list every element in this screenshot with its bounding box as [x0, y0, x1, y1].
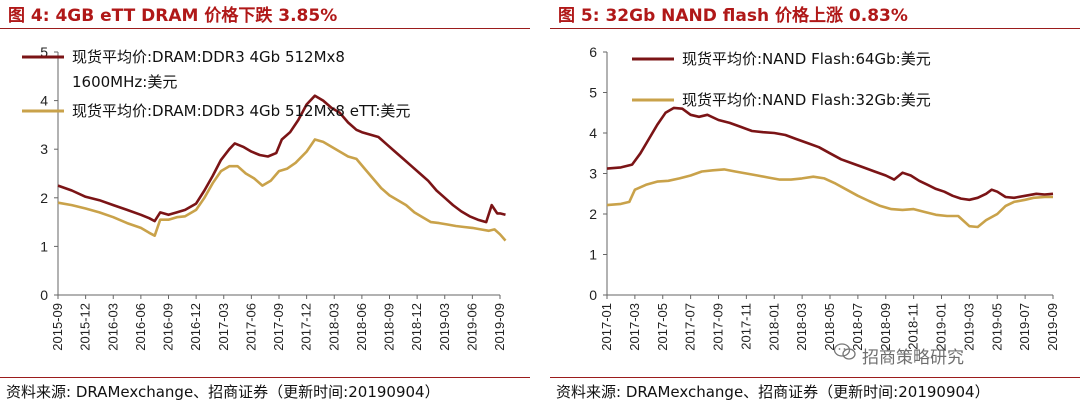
y-tick-label: 0: [40, 287, 48, 303]
x-tick-label: 2017-01: [599, 303, 614, 351]
figure-5-panel: 图 5: 32Gb NAND flash 价格上涨 0.83% 0 1 2 3 4 5 6 2…: [550, 0, 1080, 407]
x-tick-label: 2019-09: [1045, 303, 1060, 351]
x-tick-label: 2018-07: [850, 303, 865, 351]
y-tick-label: 1: [589, 247, 597, 263]
series-line-2: [57, 138, 507, 242]
x-tick-label: 2018-03: [326, 303, 341, 351]
x-tick-label: 2016-12: [188, 303, 203, 351]
y-tick-label: 2: [589, 206, 597, 222]
x-tick-label: 2015-12: [78, 303, 93, 351]
x-tick-label: 2016-03: [105, 303, 120, 351]
figure-4-source: 资料来源: DRAMexchange、招商证券（更新时间:20190904）: [6, 383, 440, 401]
x-tick-label: 2017-05: [655, 303, 670, 351]
x-tick-label: 2018-09: [382, 303, 397, 351]
x-tick-label: 2019-06: [464, 303, 479, 351]
legend-label-1-cont: 1600MHz:美元: [72, 73, 177, 91]
title-divider: [0, 28, 530, 29]
x-tick-label: 2018-06: [354, 303, 369, 351]
x-tick-label: 2019-07: [1017, 303, 1032, 351]
x-tick-label: 2017-03: [627, 303, 642, 351]
y-tick-label: 1: [40, 238, 48, 254]
wechat-icon: [834, 343, 856, 360]
series-line-1: [57, 94, 506, 224]
x-tick-label: 2017-03: [216, 303, 231, 351]
x-tick-label: 2017-06: [243, 303, 258, 351]
x-tick-label: 2019-09: [492, 303, 507, 351]
x-tick-label: 2018-01: [766, 303, 781, 351]
x-tick-label: 2018-09: [878, 303, 893, 351]
x-tick-label: 2016-06: [133, 303, 148, 351]
title-divider: [550, 28, 1080, 29]
legend-label-2: 现货平均价:DRAM:DDR3 4Gb 512Mx8 eTT:美元: [72, 102, 410, 120]
x-tick-label: 2017-09: [271, 303, 286, 351]
x-tick-label: 2018-12: [409, 303, 424, 351]
y-tick-label: 3: [589, 166, 597, 182]
source-divider: [0, 377, 530, 378]
y-tick-label: 5: [589, 85, 597, 101]
x-tick-label: 2017-11: [738, 303, 753, 350]
y-tick-label: 4: [40, 93, 48, 109]
x-tick-label: 2019-01: [934, 303, 949, 351]
x-tick-label: 2018-03: [794, 303, 809, 351]
y-tick-label: 4: [589, 125, 597, 141]
x-tick-label: 2019-05: [989, 303, 1004, 351]
figure-4-title: 图 4: 4GB eTT DRAM 价格下跌 3.85%: [8, 6, 338, 26]
x-tick-label: 2016-09: [161, 303, 176, 351]
x-tick-label: 2018-11: [906, 303, 921, 350]
x-tick-label: 2019-03: [437, 303, 452, 351]
figure-4-panel: 图 4: 4GB eTT DRAM 价格下跌 3.85% 0 1 2 3 4 5 2015-…: [0, 0, 530, 407]
legend-label-1: 现货平均价:DRAM:DDR3 4Gb 512Mx8: [72, 48, 345, 66]
x-tick-label: 2018-05: [822, 303, 837, 351]
x-tick-label: 2015-09: [50, 303, 65, 351]
y-tick-label: 5: [40, 44, 48, 60]
dram-price-chart: 0 1 2 3 4 5 2015-09 2015-12 2016-03 2016-06 2016-0…: [22, 44, 507, 351]
series-line-2: [606, 168, 1053, 229]
x-tick-label: 2019-03: [961, 303, 976, 351]
y-tick-label: 6: [589, 44, 597, 60]
x-tick-label: 2017-12: [299, 303, 314, 351]
series-line-1: [606, 106, 1054, 202]
watermark-text: 招商策略研究: [862, 348, 964, 368]
y-tick-label: 2: [40, 190, 48, 206]
x-tick-label: 2017-07: [683, 303, 698, 351]
y-tick-label: 3: [40, 141, 48, 157]
legend-label-2: 现货平均价:NAND Flash:32Gb:美元: [682, 91, 931, 109]
figure-5-source: 资料来源: DRAMexchange、招商证券（更新时间:20190904）: [556, 383, 990, 401]
legend-label-1: 现货平均价:NAND Flash:64Gb:美元: [682, 50, 931, 68]
nand-price-chart: 0 1 2 3 4 5 6 2017-01 2017-03 2017-05 2017-07 2017-…: [589, 44, 1060, 351]
source-divider: [550, 377, 1080, 378]
x-tick-label: 2017-09: [711, 303, 726, 351]
y-tick-label: 0: [589, 287, 597, 303]
figure-5-title: 图 5: 32Gb NAND flash 价格上涨 0.83%: [558, 6, 908, 26]
